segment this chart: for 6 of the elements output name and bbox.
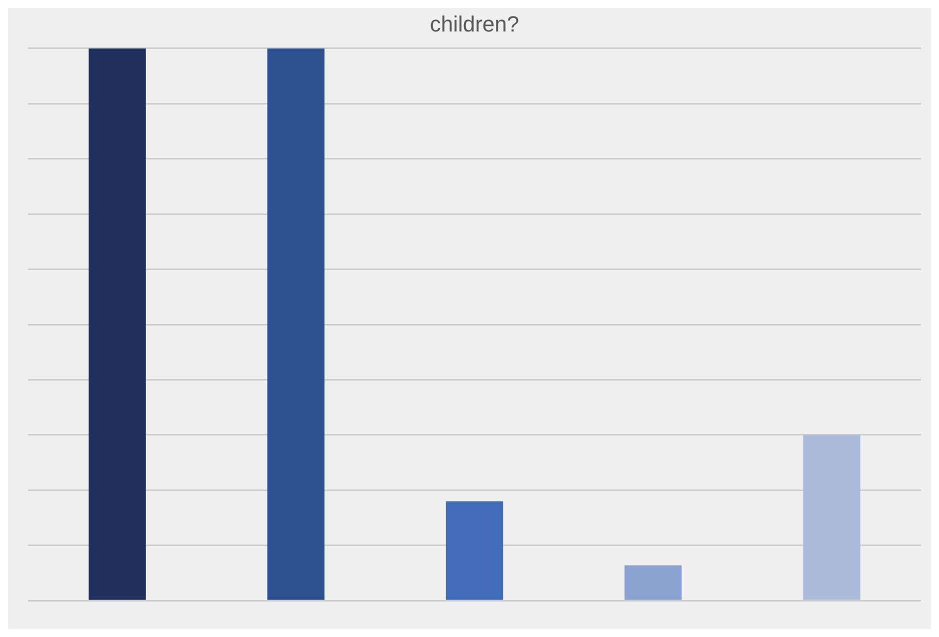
bar bbox=[446, 501, 504, 600]
bar bbox=[803, 434, 860, 600]
bar bbox=[624, 565, 682, 600]
bar bbox=[88, 48, 146, 600]
bar bbox=[267, 48, 324, 600]
chart-title: children? bbox=[430, 11, 520, 36]
